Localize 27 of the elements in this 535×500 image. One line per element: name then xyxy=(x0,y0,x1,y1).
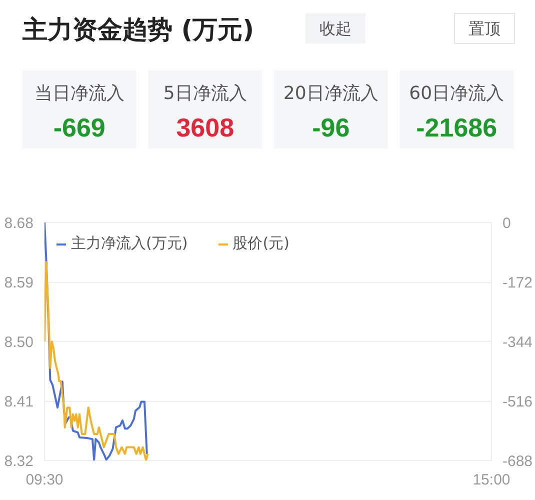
line-series xyxy=(44,261,149,460)
y2-tick-label: -344 xyxy=(502,334,533,351)
text: 主力资金趋势 (万元) xyxy=(22,15,254,44)
line-series xyxy=(44,222,148,460)
legend-label: 股价(元) xyxy=(232,234,290,253)
y-tick-label: 8.32 xyxy=(4,453,34,470)
data-label: 3608 xyxy=(176,112,234,142)
x-tick-label: 09:30 xyxy=(26,472,64,488)
y-tick-label: 8.68 xyxy=(4,215,34,232)
text: 置顶 xyxy=(468,19,500,38)
y2-tick-label: 0 xyxy=(502,215,511,232)
category-label: 5日净流入 xyxy=(163,83,247,104)
y2-tick-label: -172 xyxy=(502,274,533,292)
y-tick-label: 8.41 xyxy=(4,394,34,410)
category-label: 60日净流入 xyxy=(409,83,504,104)
data-label: -669 xyxy=(53,112,106,142)
y-tick-label: 8.59 xyxy=(4,274,34,292)
legend-label: 主力净流入(万元) xyxy=(71,234,188,253)
data-label: -21686 xyxy=(416,112,498,142)
x-tick-label: 15:00 xyxy=(472,472,510,488)
category-label: 20日净流入 xyxy=(283,83,378,104)
y2-tick-label: -688 xyxy=(502,453,533,470)
data-label: -96 xyxy=(312,112,350,142)
category-label: 当日净流入 xyxy=(34,83,124,104)
text: 收起 xyxy=(320,19,352,38)
y2-tick-label: -516 xyxy=(502,394,533,410)
y-tick-label: 8.50 xyxy=(4,334,34,351)
